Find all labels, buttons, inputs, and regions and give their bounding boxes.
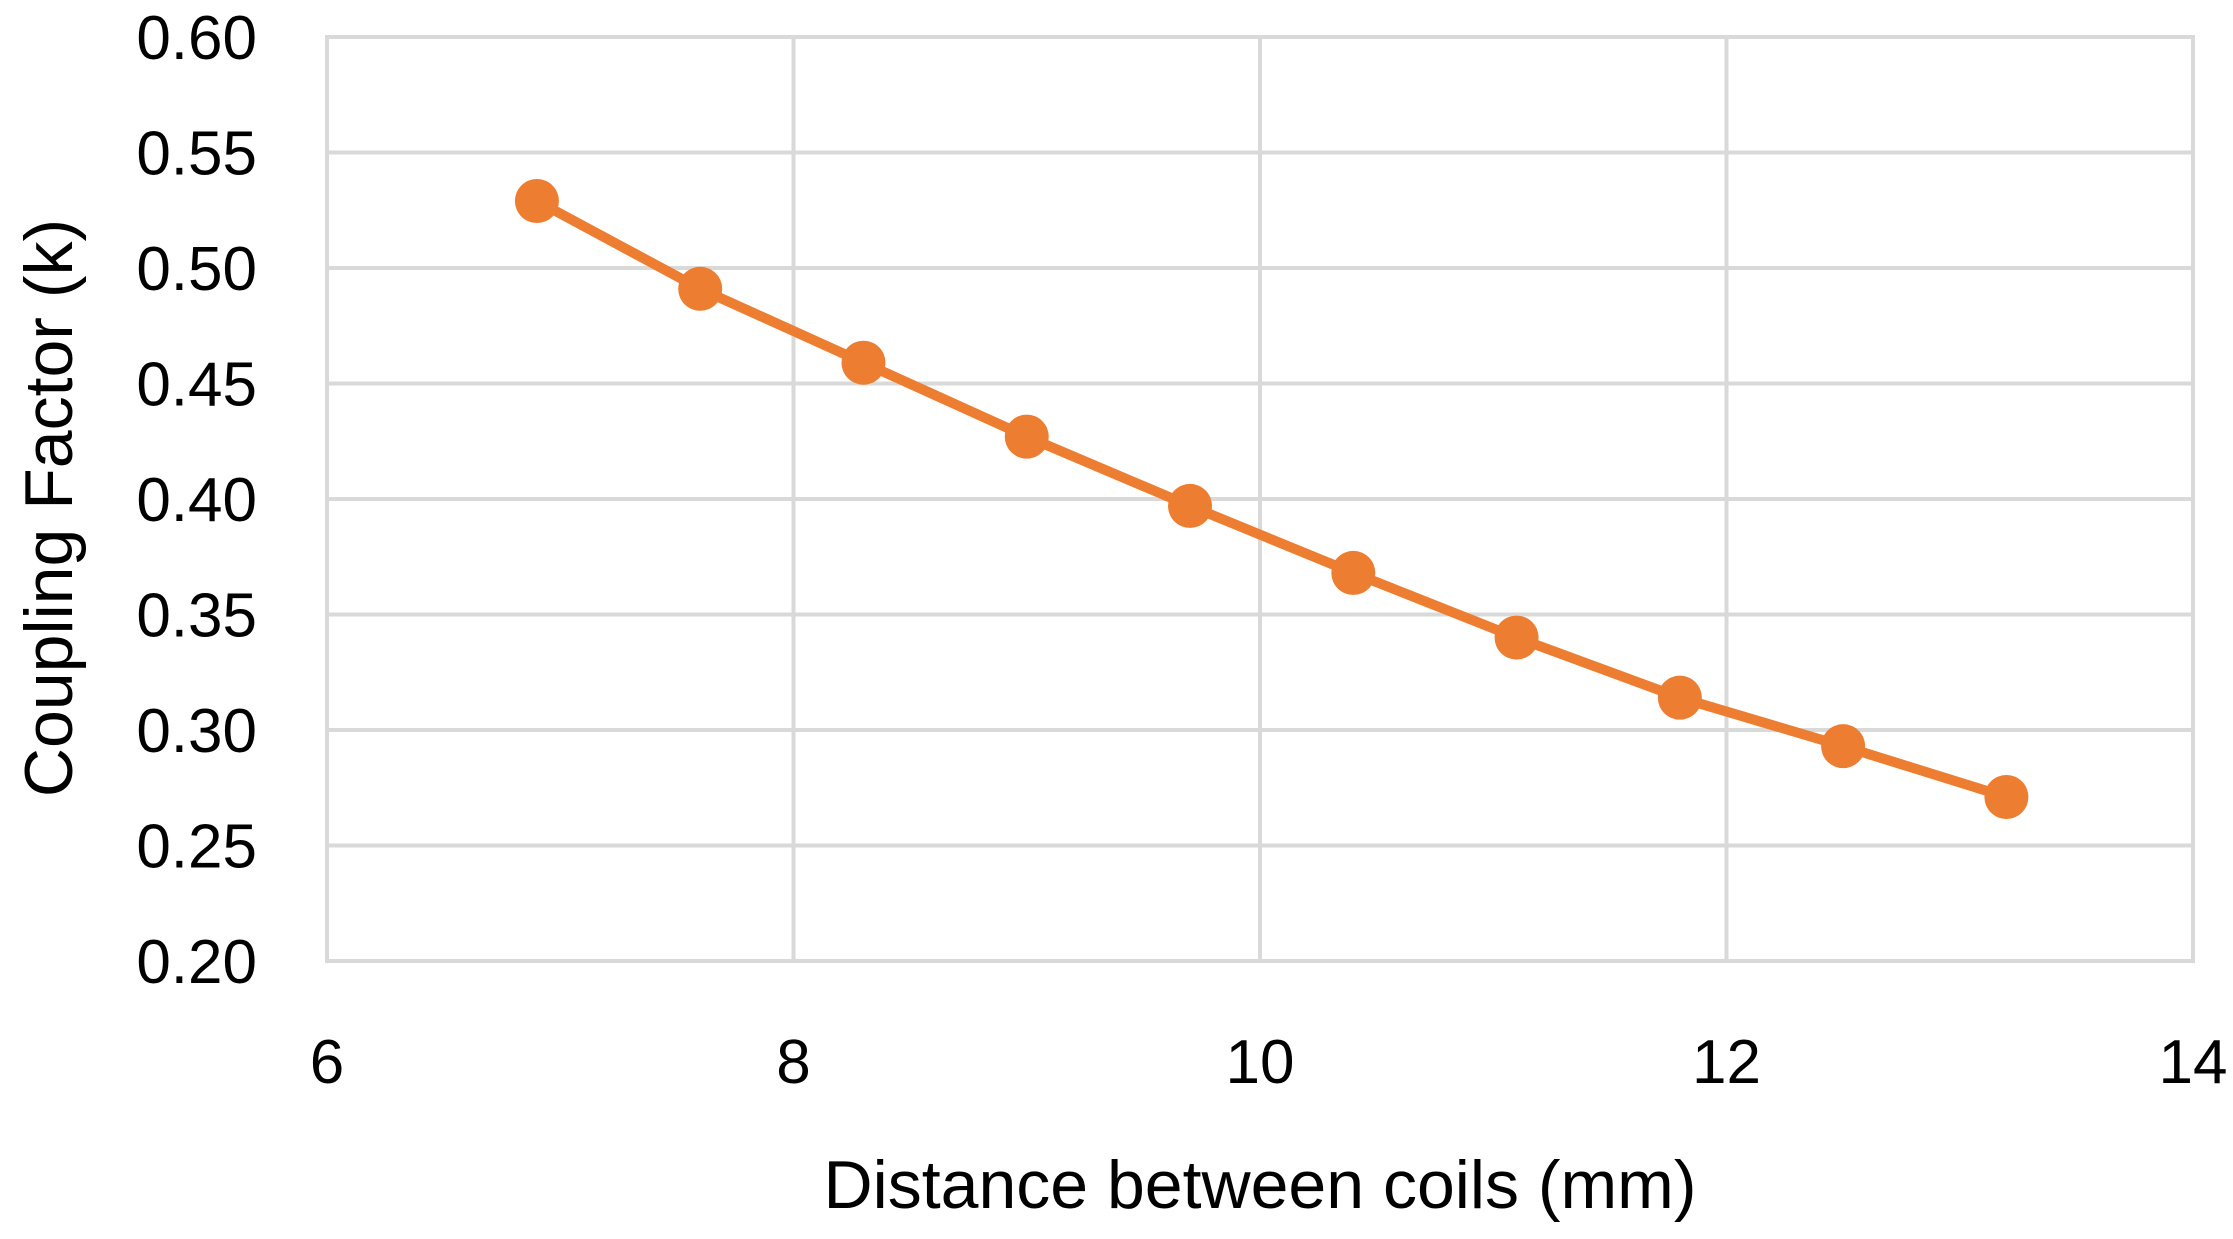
axes	[325, 35, 2195, 963]
y-tick-label: 0.30	[136, 697, 257, 766]
y-tick-label: 0.45	[136, 351, 257, 420]
x-tick-label: 8	[776, 1028, 810, 1097]
x-tick-label: 6	[310, 1028, 344, 1097]
data-point-marker	[1004, 414, 1049, 459]
y-tick-label: 0.25	[136, 813, 257, 882]
data-point-marker	[1331, 550, 1376, 595]
data-point-marker	[841, 340, 886, 385]
y-tick-label: 0.40	[136, 466, 257, 535]
y-tick-label: 0.55	[136, 120, 257, 189]
data-point-marker	[514, 179, 559, 224]
data-point-marker	[1821, 724, 1866, 769]
y-tick-label: 0.60	[136, 4, 257, 73]
y-axis-title: Coupling Factor (k)	[11, 219, 87, 797]
data-point-marker	[1494, 615, 1539, 660]
x-tick-label: 14	[2159, 1028, 2228, 1097]
data-point-marker	[1168, 483, 1213, 528]
grid-lines	[325, 35, 2195, 963]
data-series	[514, 179, 2029, 819]
y-tick-label: 0.35	[136, 582, 257, 651]
x-tick-labels: 6 8 10 12 14	[310, 1028, 2228, 1097]
data-point-marker	[678, 266, 723, 311]
y-tick-labels: 0.20 0.25 0.30 0.35 0.40 0.45 0.50 0.55 0.60	[136, 4, 257, 997]
x-axis-title: Distance between coils (mm)	[824, 1147, 1697, 1223]
x-tick-label: 12	[1692, 1028, 1761, 1097]
plot-area-border	[325, 35, 2195, 963]
data-point-marker	[1657, 675, 1702, 720]
series-line	[531, 196, 2012, 802]
y-tick-label: 0.50	[136, 235, 257, 304]
y-tick-label: 0.20	[136, 928, 257, 997]
data-point-marker	[1984, 774, 2029, 819]
x-tick-label: 10	[1226, 1028, 1295, 1097]
